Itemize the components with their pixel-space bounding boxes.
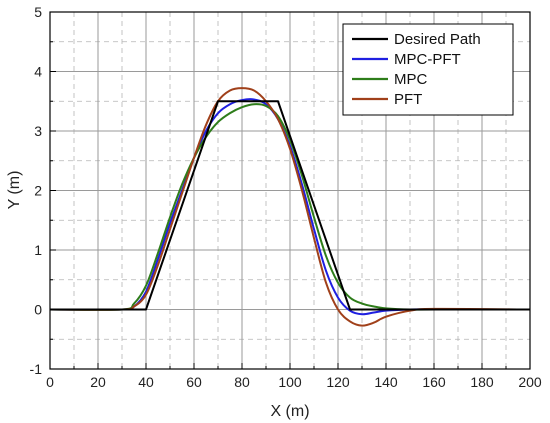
y-tick-label: 5 (34, 4, 42, 20)
legend-label: Desired Path (394, 31, 481, 48)
legend-label: MPC (394, 71, 428, 88)
series-layer (49, 87, 531, 327)
series-line-mpc (49, 103, 530, 311)
y-tick-label: 4 (34, 64, 42, 80)
tick-marks (49, 11, 531, 370)
x-tick-label: 0 (46, 374, 54, 390)
x-tick-label: 140 (374, 374, 398, 390)
y-tick-label: 1 (34, 242, 42, 258)
y-axis-title: Y (m) (6, 171, 23, 210)
series-line-mpc-pft (49, 98, 530, 316)
y-tick-label: -1 (30, 361, 43, 377)
x-tick-label: 40 (138, 374, 154, 390)
x-tick-labels: 0 20 40 60 80 100 120 140 160 180 200 (46, 374, 542, 390)
x-tick-label: 100 (278, 374, 302, 390)
y-tick-label: 0 (34, 302, 42, 318)
legend-label: PFT (394, 91, 422, 108)
y-tick-labels: -1 0 1 2 3 4 5 (30, 4, 43, 377)
x-tick-label: 160 (422, 374, 446, 390)
y-tick-label: 2 (34, 183, 42, 199)
x-tick-label: 120 (326, 374, 350, 390)
series-line-desired-path (50, 100, 530, 311)
y-tick-label: 3 (34, 123, 42, 139)
x-tick-label: 180 (470, 374, 494, 390)
legend-label: MPC-PFT (394, 51, 461, 68)
x-axis-title: X (m) (270, 403, 309, 420)
x-tick-label: 20 (90, 374, 106, 390)
legend: Desired Path MPC-PFT MPC PFT (342, 23, 514, 116)
x-tick-label: 80 (234, 374, 250, 390)
x-tick-label: 60 (186, 374, 202, 390)
x-tick-label: 200 (518, 374, 542, 390)
